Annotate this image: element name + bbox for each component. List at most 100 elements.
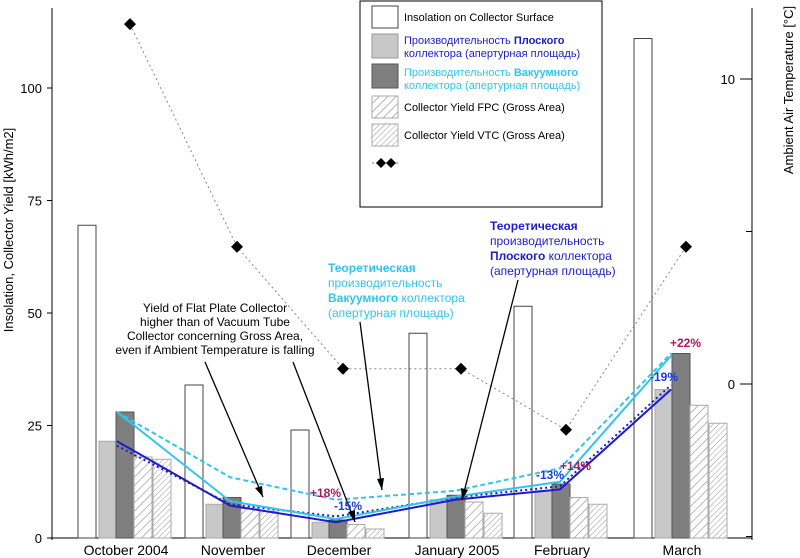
bar-insolation bbox=[513, 305, 533, 539]
bar-vtc-gross bbox=[259, 510, 279, 539]
note-line-1: Yield of Flat Plate Collector bbox=[143, 301, 287, 315]
annotation-fpc-theory: Теоретическая производительность Плоског… bbox=[461, 219, 616, 501]
temperature-point bbox=[560, 423, 572, 436]
fpc-theory-arrow-head bbox=[461, 488, 468, 500]
legend: Insolation on Collector Surface Производ… bbox=[359, 0, 603, 208]
legend-label-vtc: Производительность Вакуумного bbox=[404, 67, 578, 79]
temperature-point bbox=[455, 362, 467, 375]
vtc-theory-arrow-head bbox=[377, 478, 384, 490]
bar-vtc-aperture bbox=[115, 411, 135, 539]
bar-vtc-gross bbox=[152, 458, 172, 539]
annotation-vtc-theory: Теоретическая производительность Вакуумн… bbox=[328, 261, 465, 491]
legend-label-fpc-gross: Collector Yield FPC (Gross Area) bbox=[404, 102, 565, 114]
note-arrow-2 bbox=[292, 361, 356, 523]
fpc-theory-bold: Плоского bbox=[490, 249, 545, 263]
y2-tick-label: 0 bbox=[728, 377, 735, 392]
line-vtc-theory bbox=[116, 352, 672, 501]
note-line-2: higher than of Vacuum Tube bbox=[140, 315, 290, 329]
pct-feb-down: -13% bbox=[536, 468, 564, 482]
bar-vtc-aperture bbox=[551, 483, 571, 539]
vtc-theory-l4: (апертурная площадь) bbox=[328, 306, 454, 320]
vtc-theory-l2: производительность bbox=[328, 276, 442, 290]
bar-vtc-gross bbox=[483, 512, 503, 539]
bar-fpc-gross bbox=[569, 497, 589, 539]
legend-fpc-pre: Производительность bbox=[404, 35, 514, 47]
bar-fpc-gross bbox=[464, 501, 484, 539]
legend-label-insolation: Insolation on Collector Surface bbox=[404, 12, 554, 24]
bar-insolation bbox=[184, 384, 204, 539]
x-tick-label: March bbox=[663, 542, 702, 558]
y-axis-title: Insolation, Collector Yield [kWh/m2] bbox=[1, 128, 16, 332]
bar-vtc-gross bbox=[588, 503, 608, 539]
temperature-point bbox=[231, 240, 243, 253]
x-tick-label: November bbox=[201, 542, 266, 558]
temperature-point bbox=[124, 18, 136, 31]
line-fpc-measured bbox=[116, 388, 672, 524]
y2-tick-label: 10 bbox=[721, 72, 735, 87]
y-tick-label: 75 bbox=[28, 194, 42, 209]
legend-label-fpc: Производительность Плоского bbox=[404, 35, 565, 47]
bar-fpc-aperture bbox=[429, 499, 449, 539]
fpc-theory-title: Теоретическая bbox=[490, 219, 578, 233]
temperature-point bbox=[680, 240, 692, 253]
y-tick-label: 0 bbox=[35, 531, 42, 546]
bar-vtc-gross bbox=[708, 422, 728, 539]
bar-fpc-gross bbox=[240, 508, 260, 539]
legend-label-fpc-line2: коллектора (апертурная площадь) bbox=[404, 48, 580, 60]
vtc-theory-rest: коллектора bbox=[398, 291, 465, 305]
line-vtc-measured bbox=[116, 355, 672, 521]
bar-insolation bbox=[77, 224, 97, 539]
vtc-theory-title: Теоретическая bbox=[328, 261, 416, 275]
bar-fpc-aperture bbox=[311, 521, 331, 539]
bar-fpc-gross bbox=[133, 456, 153, 539]
note-arrow-2-head bbox=[348, 510, 355, 522]
pct-mar-down: -19% bbox=[650, 370, 678, 384]
fpc-theory-rest: коллектора bbox=[545, 249, 612, 263]
bar-fpc-aperture bbox=[98, 440, 118, 539]
bar-insolation bbox=[408, 332, 428, 539]
note-line-3: Collector concerning Gross Area, bbox=[127, 329, 303, 343]
legend-label-vtc-line2: коллектора (апертурная площадь) bbox=[404, 80, 580, 92]
y-tick-label: 25 bbox=[28, 419, 42, 434]
legend-swatch-vtc-gross bbox=[371, 123, 399, 147]
legend-swatch-fpc bbox=[371, 33, 399, 59]
pct-dec-up: +18% bbox=[310, 486, 341, 500]
bar-insolation bbox=[290, 429, 310, 539]
fpc-theory-l3: Плоского коллектора bbox=[490, 249, 612, 263]
legend-vtc-pre: Производительность bbox=[404, 67, 514, 79]
y-tick-label: 50 bbox=[28, 306, 42, 321]
legend-label-vtc-gross: Collector Yield VTC (Gross Area) bbox=[404, 130, 565, 142]
temperature-point bbox=[337, 362, 349, 375]
bar-vtc-gross bbox=[365, 528, 385, 539]
legend-fpc-bold: Плоского bbox=[514, 35, 565, 47]
pct-mar-up: +22% bbox=[670, 336, 701, 350]
temperature-line bbox=[129, 23, 687, 431]
fpc-theory-arrow bbox=[461, 279, 519, 501]
x-tick-label: December bbox=[307, 542, 372, 558]
note-line-4: even if Ambient Temperature is falling bbox=[115, 343, 314, 357]
bar-fpc-gross bbox=[346, 524, 366, 539]
bar-fpc-aperture bbox=[534, 490, 554, 539]
x-tick-label: February bbox=[534, 542, 590, 558]
y2-axis-title: Ambient Air Temperature [°C] bbox=[781, 6, 796, 174]
x-tick-label: October 2004 bbox=[84, 542, 169, 558]
x-tick-label: January 2005 bbox=[415, 542, 500, 558]
pct-dec-down: -15% bbox=[334, 499, 362, 513]
vtc-theory-bold: Вакуумного bbox=[328, 291, 398, 305]
legend-swatch-insolation bbox=[371, 5, 399, 29]
legend-swatch-vtc bbox=[371, 63, 399, 89]
note-arrow-1-head bbox=[255, 486, 263, 497]
legend-vtc-bold: Вакуумного bbox=[514, 67, 579, 79]
bar-fpc-gross bbox=[689, 404, 709, 539]
vtc-theory-arrow bbox=[359, 321, 383, 491]
legend-swatch-fpc-gross bbox=[371, 95, 399, 119]
vtc-theory-l3: Вакуумного коллектора bbox=[328, 291, 465, 305]
bar-fpc-aperture bbox=[654, 389, 674, 539]
legend-marker-temperature-2 bbox=[386, 158, 396, 168]
fpc-theory-l4: (апертурная площадь) bbox=[490, 264, 616, 278]
bar-fpc-aperture bbox=[205, 503, 225, 539]
note-arrow-1 bbox=[204, 361, 264, 498]
bar-insolation bbox=[633, 38, 653, 539]
pct-feb-up: +14% bbox=[560, 459, 591, 473]
